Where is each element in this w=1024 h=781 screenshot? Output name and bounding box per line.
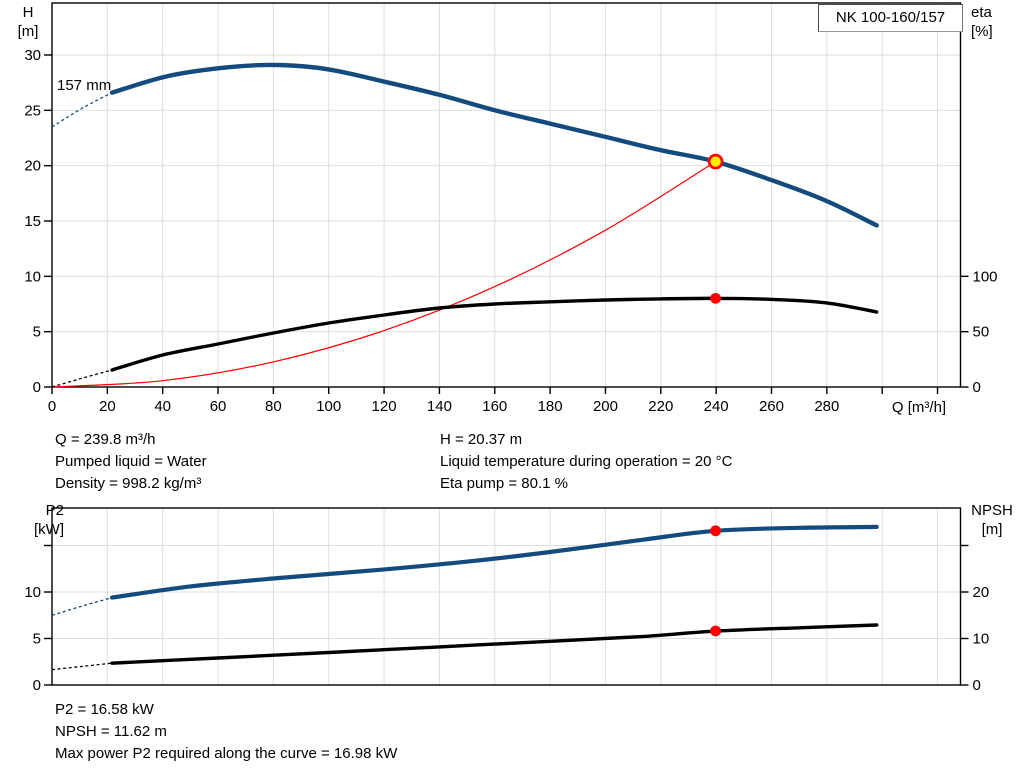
info-flow: Q = 239.8 m³/h xyxy=(55,431,156,448)
p2-curve xyxy=(109,524,879,600)
tick-label: 20 xyxy=(24,158,41,175)
info-npsh: NPSH = 11.62 m xyxy=(55,723,167,740)
p2-axis-title-line2: [kW] xyxy=(34,521,64,538)
info-liquid-temperature: Liquid temperature during operation = 20… xyxy=(440,453,733,470)
eta-duty-marker[interactable] xyxy=(710,292,721,304)
system-curve xyxy=(51,161,717,388)
duty-point-marker[interactable] xyxy=(707,153,724,170)
tick-label: 25 xyxy=(24,102,41,119)
info-pumped-liquid: Pumped liquid = Water xyxy=(55,453,207,470)
eta-axis-title-line1: eta xyxy=(971,4,992,21)
tick-label: 50 xyxy=(973,324,990,341)
tick-label: 140 xyxy=(427,398,452,415)
tick-label: 5 xyxy=(33,631,41,648)
eta-curve xyxy=(110,296,879,372)
tick-label: 160 xyxy=(482,398,507,415)
head-curve xyxy=(109,62,879,228)
info-eta-pump: Eta pump = 80.1 % xyxy=(440,475,568,492)
tick-label: 10 xyxy=(973,631,990,648)
info-density: Density = 998.2 kg/m³ xyxy=(55,475,202,492)
tick-label: 0 xyxy=(48,398,56,415)
head-curve-lead xyxy=(51,92,113,128)
qh-chart-tick-labels: 0 5 10 15 20 25 30 0 50 100 0 20 40 60 80 100 120 140 160 1… xyxy=(24,47,997,415)
tick-label: 200 xyxy=(593,398,618,415)
tick-label: 10 xyxy=(24,584,41,601)
tick-label: 120 xyxy=(372,398,397,415)
eta-axis-title: eta [%] xyxy=(971,3,1021,41)
tick-label: 30 xyxy=(24,47,41,64)
npsh-curve xyxy=(110,623,879,665)
npsh-duty-marker[interactable] xyxy=(710,625,721,637)
tick-label: 20 xyxy=(99,398,116,415)
npsh-curve-lead xyxy=(51,662,113,671)
tick-label: 240 xyxy=(704,398,729,415)
eta-axis-title-line2: [%] xyxy=(971,23,993,40)
tick-label: 0 xyxy=(33,677,41,694)
info-p2: P2 = 16.58 kW xyxy=(55,701,154,718)
h-axis-title-line1: H xyxy=(22,4,34,21)
tick-label: 80 xyxy=(265,398,282,415)
tick-label: 220 xyxy=(648,398,673,415)
tick-label: 180 xyxy=(538,398,563,415)
tick-label: 0 xyxy=(973,379,981,396)
impeller-diameter-label: 157 mm xyxy=(57,77,112,94)
h-axis-title: H [m] xyxy=(10,3,46,41)
p2-axis-title-line1: P2 xyxy=(45,502,64,519)
tick-label: 10 xyxy=(24,268,41,285)
power-npsh-chart-ticks xyxy=(44,544,969,686)
info-max-power: Max power P2 required along the curve = … xyxy=(55,745,398,762)
tick-label: 5 xyxy=(33,324,41,341)
p2-curve-lead xyxy=(51,596,113,616)
tick-label: 0 xyxy=(973,677,981,694)
qh-chart-ticks xyxy=(44,54,969,394)
tick-label: 15 xyxy=(24,213,41,230)
eta-curve-lead xyxy=(51,369,113,388)
qh-chart-gridlines xyxy=(52,3,961,387)
npsh-axis-title-line1: NPSH xyxy=(971,502,1013,519)
npsh-axis-title: NPSH [m] xyxy=(964,501,1020,539)
duty-info-right: H = 20.37 m Liquid temperature during op… xyxy=(440,429,732,495)
tick-label: 0 xyxy=(33,379,41,396)
h-axis-title-line2: [m] xyxy=(17,23,39,40)
p2-axis-title: P2 [kW] xyxy=(20,501,64,539)
tick-label: 20 xyxy=(973,584,990,601)
tick-label: 40 xyxy=(154,398,171,415)
tick-label: 100 xyxy=(973,268,998,285)
tick-label: 100 xyxy=(316,398,341,415)
qh-chart-frame xyxy=(51,2,962,388)
tick-label: 280 xyxy=(814,398,839,415)
power-info: P2 = 16.58 kW NPSH = 11.62 m Max power P… xyxy=(55,699,397,765)
duty-info-left: Q = 239.8 m³/h Pumped liquid = Water Den… xyxy=(55,429,207,495)
power-npsh-chart-tick-labels: 0 5 10 0 10 20 xyxy=(24,584,989,694)
npsh-axis-title-line2: [m] xyxy=(981,521,1003,538)
q-axis-title: Q [m³/h] xyxy=(891,399,947,416)
pump-type-box: NK 100-160/157 xyxy=(818,4,963,32)
p2-duty-marker[interactable] xyxy=(710,525,721,537)
info-head: H = 20.37 m xyxy=(440,431,523,448)
power-npsh-chart-frame xyxy=(51,507,962,686)
tick-label: 260 xyxy=(759,398,784,415)
tick-label: 60 xyxy=(210,398,227,415)
